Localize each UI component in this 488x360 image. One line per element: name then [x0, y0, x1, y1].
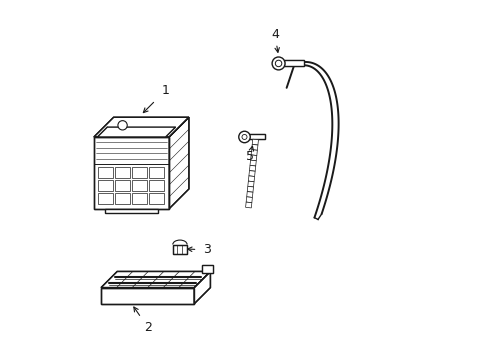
Polygon shape — [249, 134, 265, 139]
Polygon shape — [251, 144, 257, 150]
Polygon shape — [250, 155, 256, 161]
Polygon shape — [248, 176, 254, 182]
Polygon shape — [245, 202, 251, 208]
Polygon shape — [249, 160, 256, 166]
Circle shape — [238, 131, 250, 143]
Polygon shape — [247, 181, 254, 187]
Polygon shape — [249, 165, 255, 171]
Polygon shape — [94, 137, 169, 209]
Polygon shape — [284, 60, 303, 66]
Polygon shape — [251, 150, 257, 156]
Circle shape — [118, 121, 127, 130]
Polygon shape — [202, 265, 212, 273]
Polygon shape — [172, 244, 187, 253]
Text: 2: 2 — [143, 320, 151, 333]
Polygon shape — [247, 186, 253, 192]
Text: 3: 3 — [203, 243, 210, 256]
Polygon shape — [169, 117, 188, 209]
Polygon shape — [245, 197, 252, 203]
Polygon shape — [101, 288, 194, 304]
Polygon shape — [104, 209, 158, 213]
Circle shape — [271, 57, 285, 70]
Text: 5: 5 — [245, 150, 253, 163]
Polygon shape — [101, 271, 210, 288]
Text: 4: 4 — [270, 28, 278, 41]
Polygon shape — [97, 127, 175, 137]
Polygon shape — [94, 117, 188, 137]
Polygon shape — [248, 171, 255, 176]
Polygon shape — [194, 271, 210, 304]
Text: 1: 1 — [162, 84, 169, 97]
Polygon shape — [252, 139, 258, 145]
Polygon shape — [246, 192, 252, 197]
